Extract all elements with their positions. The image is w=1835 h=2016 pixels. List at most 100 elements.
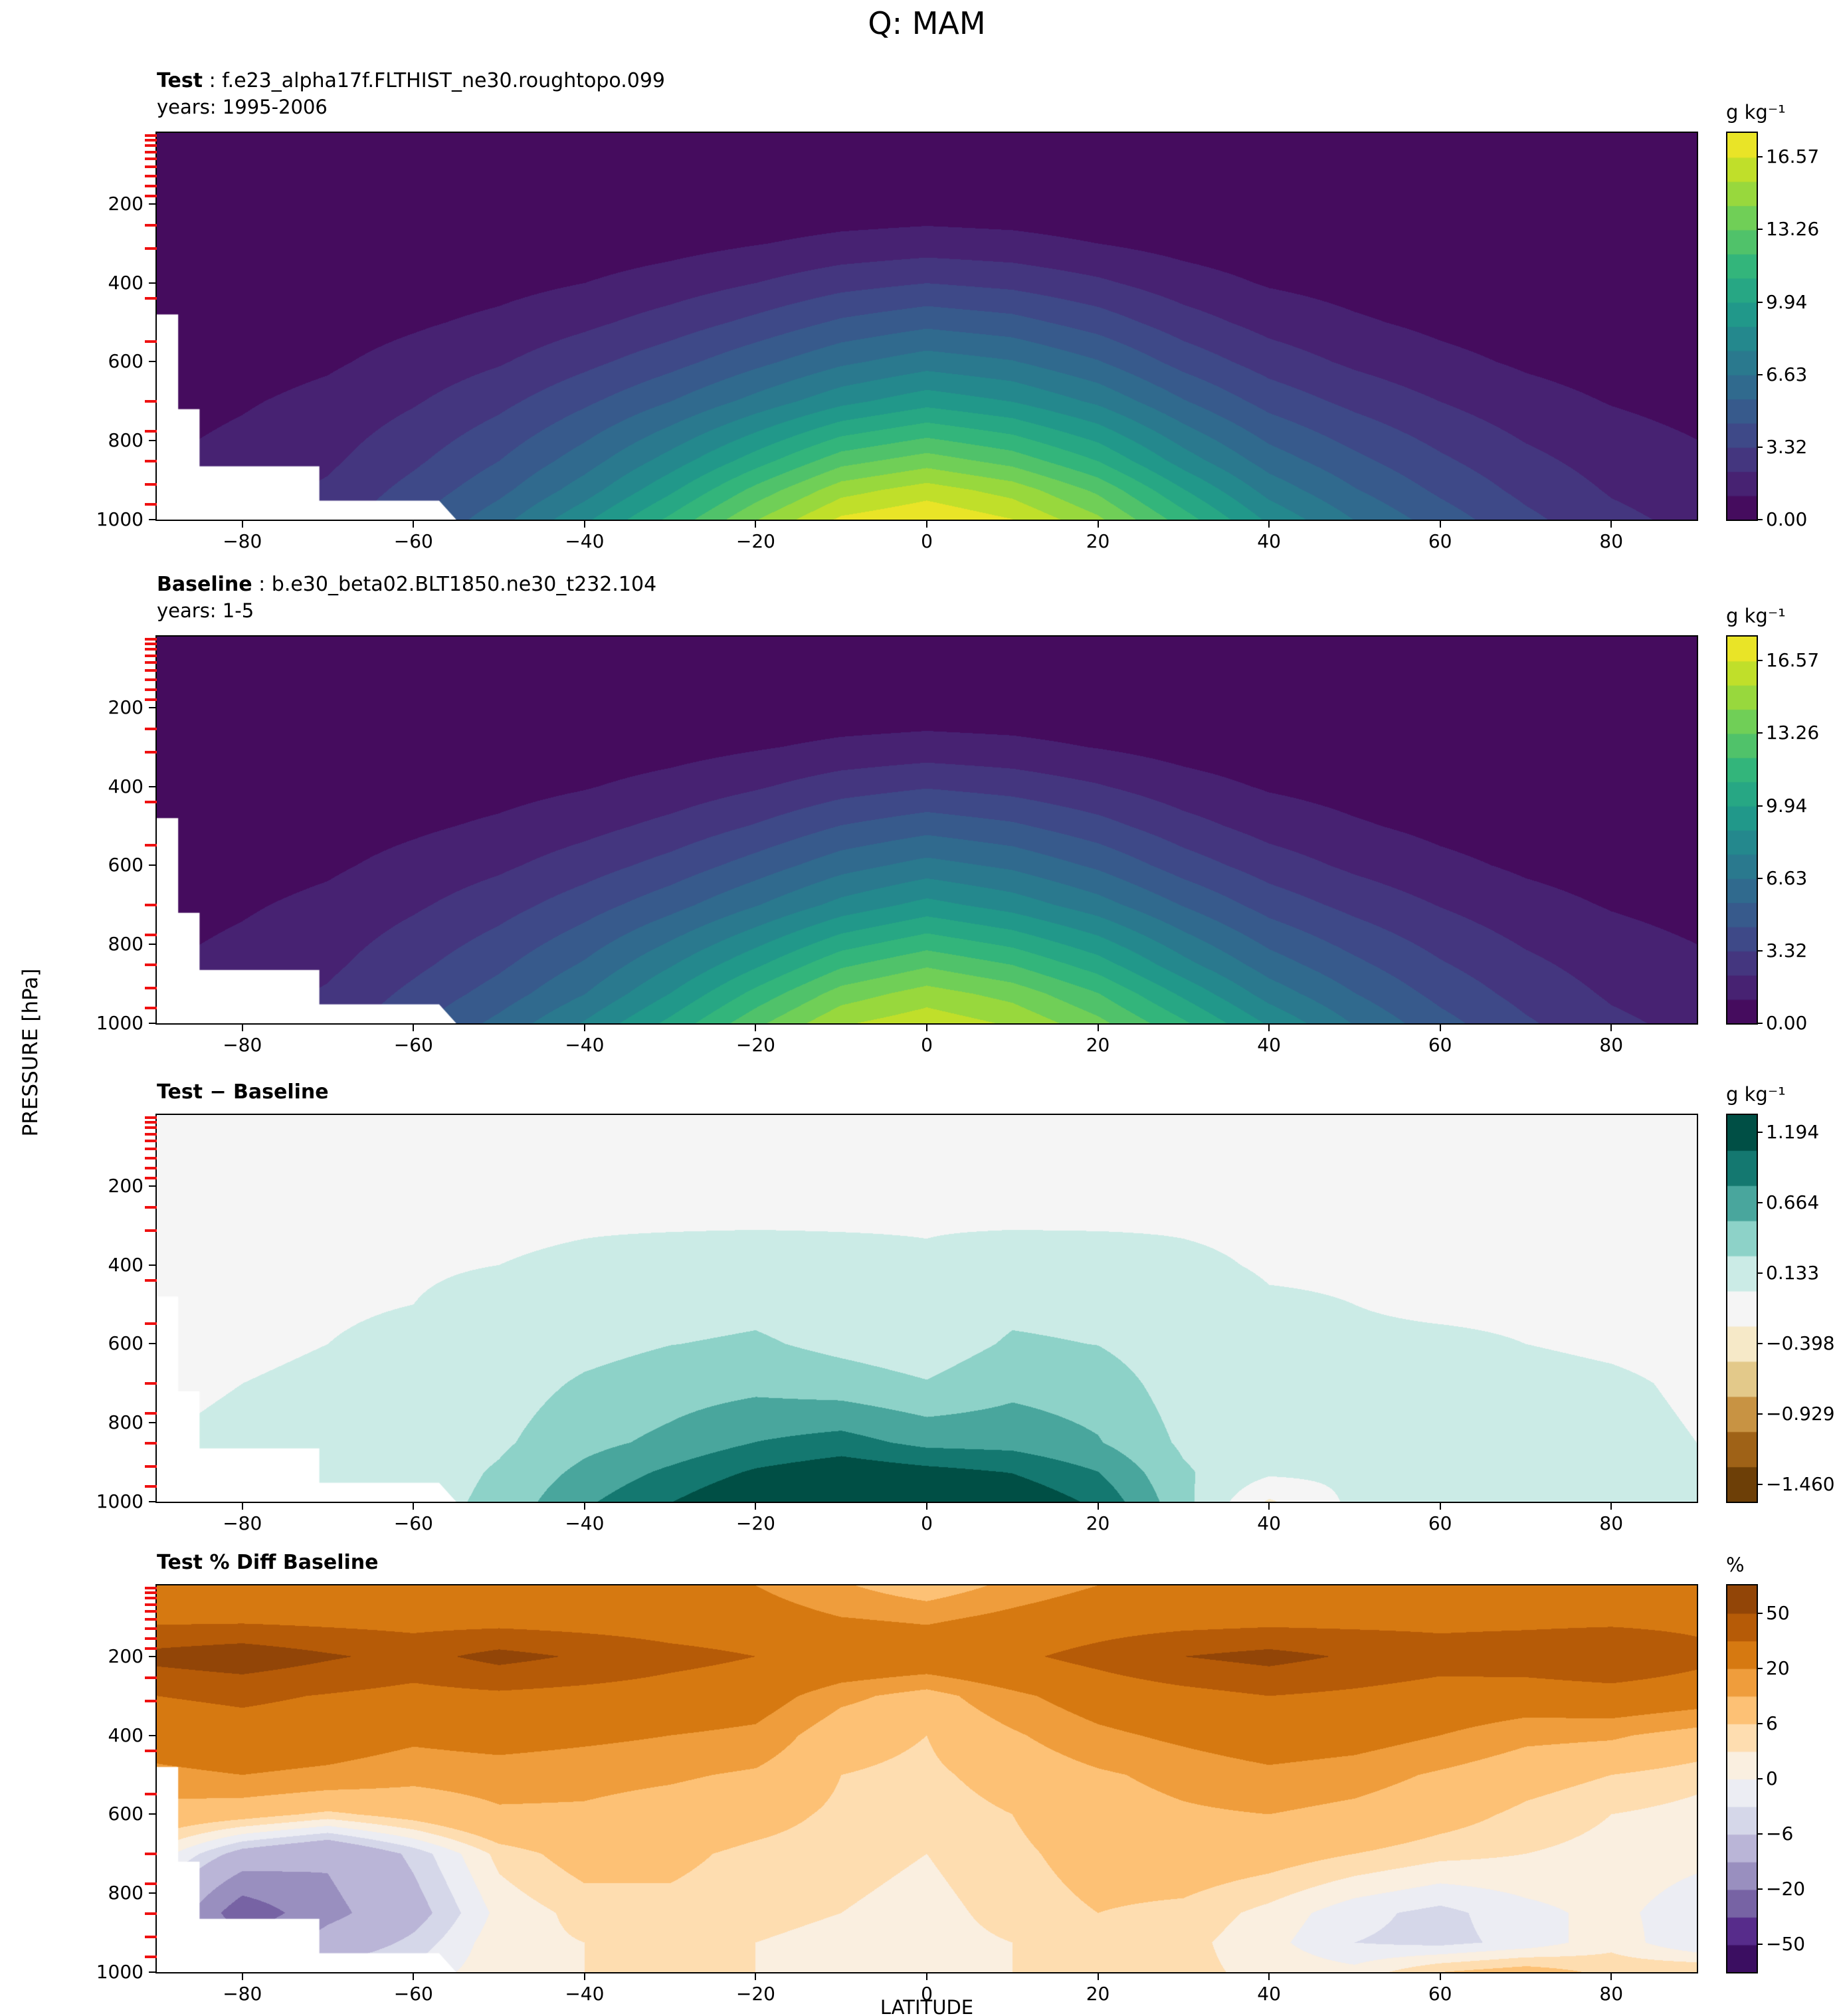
model-level-tick xyxy=(145,1627,157,1631)
x-tick-label: 60 xyxy=(1428,1512,1452,1534)
colorbar-tick xyxy=(1757,156,1763,158)
colorbar-pct-diff xyxy=(1727,1585,1757,1972)
model-level-tick xyxy=(145,1749,157,1752)
model-level-tick xyxy=(145,138,157,142)
contour-plot-test xyxy=(157,133,1697,520)
x-tick xyxy=(241,520,243,528)
colorbar-tick xyxy=(1757,805,1763,807)
y-tick-label: 600 xyxy=(108,350,144,373)
model-level-tick xyxy=(145,1484,157,1488)
model-level-tick xyxy=(145,157,157,161)
model-level-tick xyxy=(145,1586,157,1589)
colorbar-tick-label: 0.133 xyxy=(1766,1262,1820,1284)
colorbar-tick-label: 0.00 xyxy=(1766,508,1808,530)
model-level-tick xyxy=(145,688,157,692)
model-level-tick xyxy=(145,460,157,463)
colorbar-tick xyxy=(1757,1413,1763,1415)
model-level-tick xyxy=(145,1597,157,1599)
x-tick xyxy=(1439,1972,1441,1980)
x-tick xyxy=(241,1502,243,1510)
y-tick-label: 800 xyxy=(108,429,144,452)
colorbar-tick-label: 50 xyxy=(1766,1601,1790,1624)
x-tick xyxy=(1610,520,1612,528)
x-tick xyxy=(755,1023,757,1031)
y-tick-label: 1000 xyxy=(96,1961,144,1983)
model-level-tick xyxy=(145,1278,157,1282)
panel-header-test: Test : f.e23_alpha17f.FLTHIST_ne30.rough… xyxy=(157,69,665,92)
panel-header-baseline: Baseline : b.e30_beta02.BLT1850.ne30_t23… xyxy=(157,573,656,596)
model-level-tick xyxy=(145,185,157,188)
colorbar-tick-label: −0.398 xyxy=(1766,1332,1835,1354)
y-tick xyxy=(149,361,157,363)
model-level-tick xyxy=(145,1132,157,1136)
y-tick xyxy=(149,1422,157,1424)
y-tick-label: 600 xyxy=(108,854,144,876)
model-level-tick xyxy=(145,1591,157,1594)
colorbar-unit-label-baseline: g kg⁻¹ xyxy=(1726,605,1786,627)
x-tick-label: −80 xyxy=(223,530,262,552)
model-level-tick xyxy=(145,800,157,803)
x-tick xyxy=(1268,1023,1270,1031)
model-level-tick xyxy=(145,1140,157,1143)
panel-years-baseline: years: 1-5 xyxy=(157,599,254,622)
model-level-tick xyxy=(145,223,157,227)
x-tick-label: 80 xyxy=(1599,1034,1624,1056)
colorbar-tick-label: 9.94 xyxy=(1766,794,1808,817)
colorbar-tick-label: 16.57 xyxy=(1766,649,1820,672)
colorbar-tick-label: 13.26 xyxy=(1766,218,1820,241)
x-tick-label: 40 xyxy=(1257,1983,1281,2005)
panel-header-test-rest: : f.e23_alpha17f.FLTHIST_ne30.roughtopo.… xyxy=(203,69,666,92)
x-tick-label: −40 xyxy=(565,1983,605,2005)
model-level-tick xyxy=(145,1381,157,1385)
colorbar-tick-label: 16.57 xyxy=(1766,146,1820,168)
x-tick xyxy=(241,1023,243,1031)
x-tick-label: 20 xyxy=(1086,1983,1110,2005)
model-level-tick xyxy=(145,637,157,641)
x-tick-label: −80 xyxy=(223,1034,262,1056)
y-tick xyxy=(149,1185,157,1187)
model-level-tick xyxy=(145,1852,157,1855)
model-level-tick xyxy=(145,1955,157,1958)
model-level-tick xyxy=(145,1126,157,1129)
x-tick xyxy=(1439,1502,1441,1510)
x-tick-label: 0 xyxy=(921,1983,933,2005)
y-tick-label: 600 xyxy=(108,1332,144,1355)
model-level-tick xyxy=(145,963,157,967)
x-tick-label: 0 xyxy=(921,1512,933,1534)
model-level-tick xyxy=(145,1116,157,1119)
y-tick xyxy=(149,440,157,442)
x-tick-label: 80 xyxy=(1599,1512,1624,1534)
colorbar-unit-label-pct-diff: % xyxy=(1726,1554,1745,1576)
y-tick-label: 800 xyxy=(108,933,144,956)
x-tick-label: 40 xyxy=(1257,1034,1281,1056)
x-tick xyxy=(1097,1023,1099,1031)
x-tick xyxy=(1439,520,1441,528)
model-level-tick xyxy=(145,654,157,657)
colorbar-tick-label: −6 xyxy=(1766,1823,1794,1845)
model-level-tick xyxy=(145,502,157,506)
x-tick xyxy=(755,1972,757,1980)
y-tick xyxy=(149,785,157,787)
x-tick-label: 0 xyxy=(921,1034,933,1056)
model-level-tick xyxy=(145,1793,157,1796)
x-tick xyxy=(1439,1023,1441,1031)
x-tick xyxy=(1268,520,1270,528)
y-tick xyxy=(149,706,157,708)
y-tick-label: 400 xyxy=(108,1253,144,1276)
model-level-tick xyxy=(145,165,157,169)
colorbar-tick xyxy=(1757,373,1763,375)
model-level-tick xyxy=(145,1882,157,1885)
colorbar-tick xyxy=(1757,1888,1763,1890)
colorbar-tick xyxy=(1757,1132,1763,1134)
colorbar-tick-label: 9.94 xyxy=(1766,290,1808,313)
x-tick xyxy=(583,1502,585,1510)
x-tick-label: 80 xyxy=(1599,530,1624,552)
colorbar-tick-label: 13.26 xyxy=(1766,722,1820,744)
model-level-tick xyxy=(145,195,157,198)
model-level-tick xyxy=(145,1676,157,1679)
x-tick-label: 20 xyxy=(1086,1512,1110,1534)
panel-header-pct-diff: Test % Diff Baseline xyxy=(157,1551,379,1574)
model-level-tick xyxy=(145,134,157,137)
x-tick-label: −60 xyxy=(393,1983,433,2005)
colorbar-unit-label-diff: g kg⁻¹ xyxy=(1726,1083,1786,1106)
